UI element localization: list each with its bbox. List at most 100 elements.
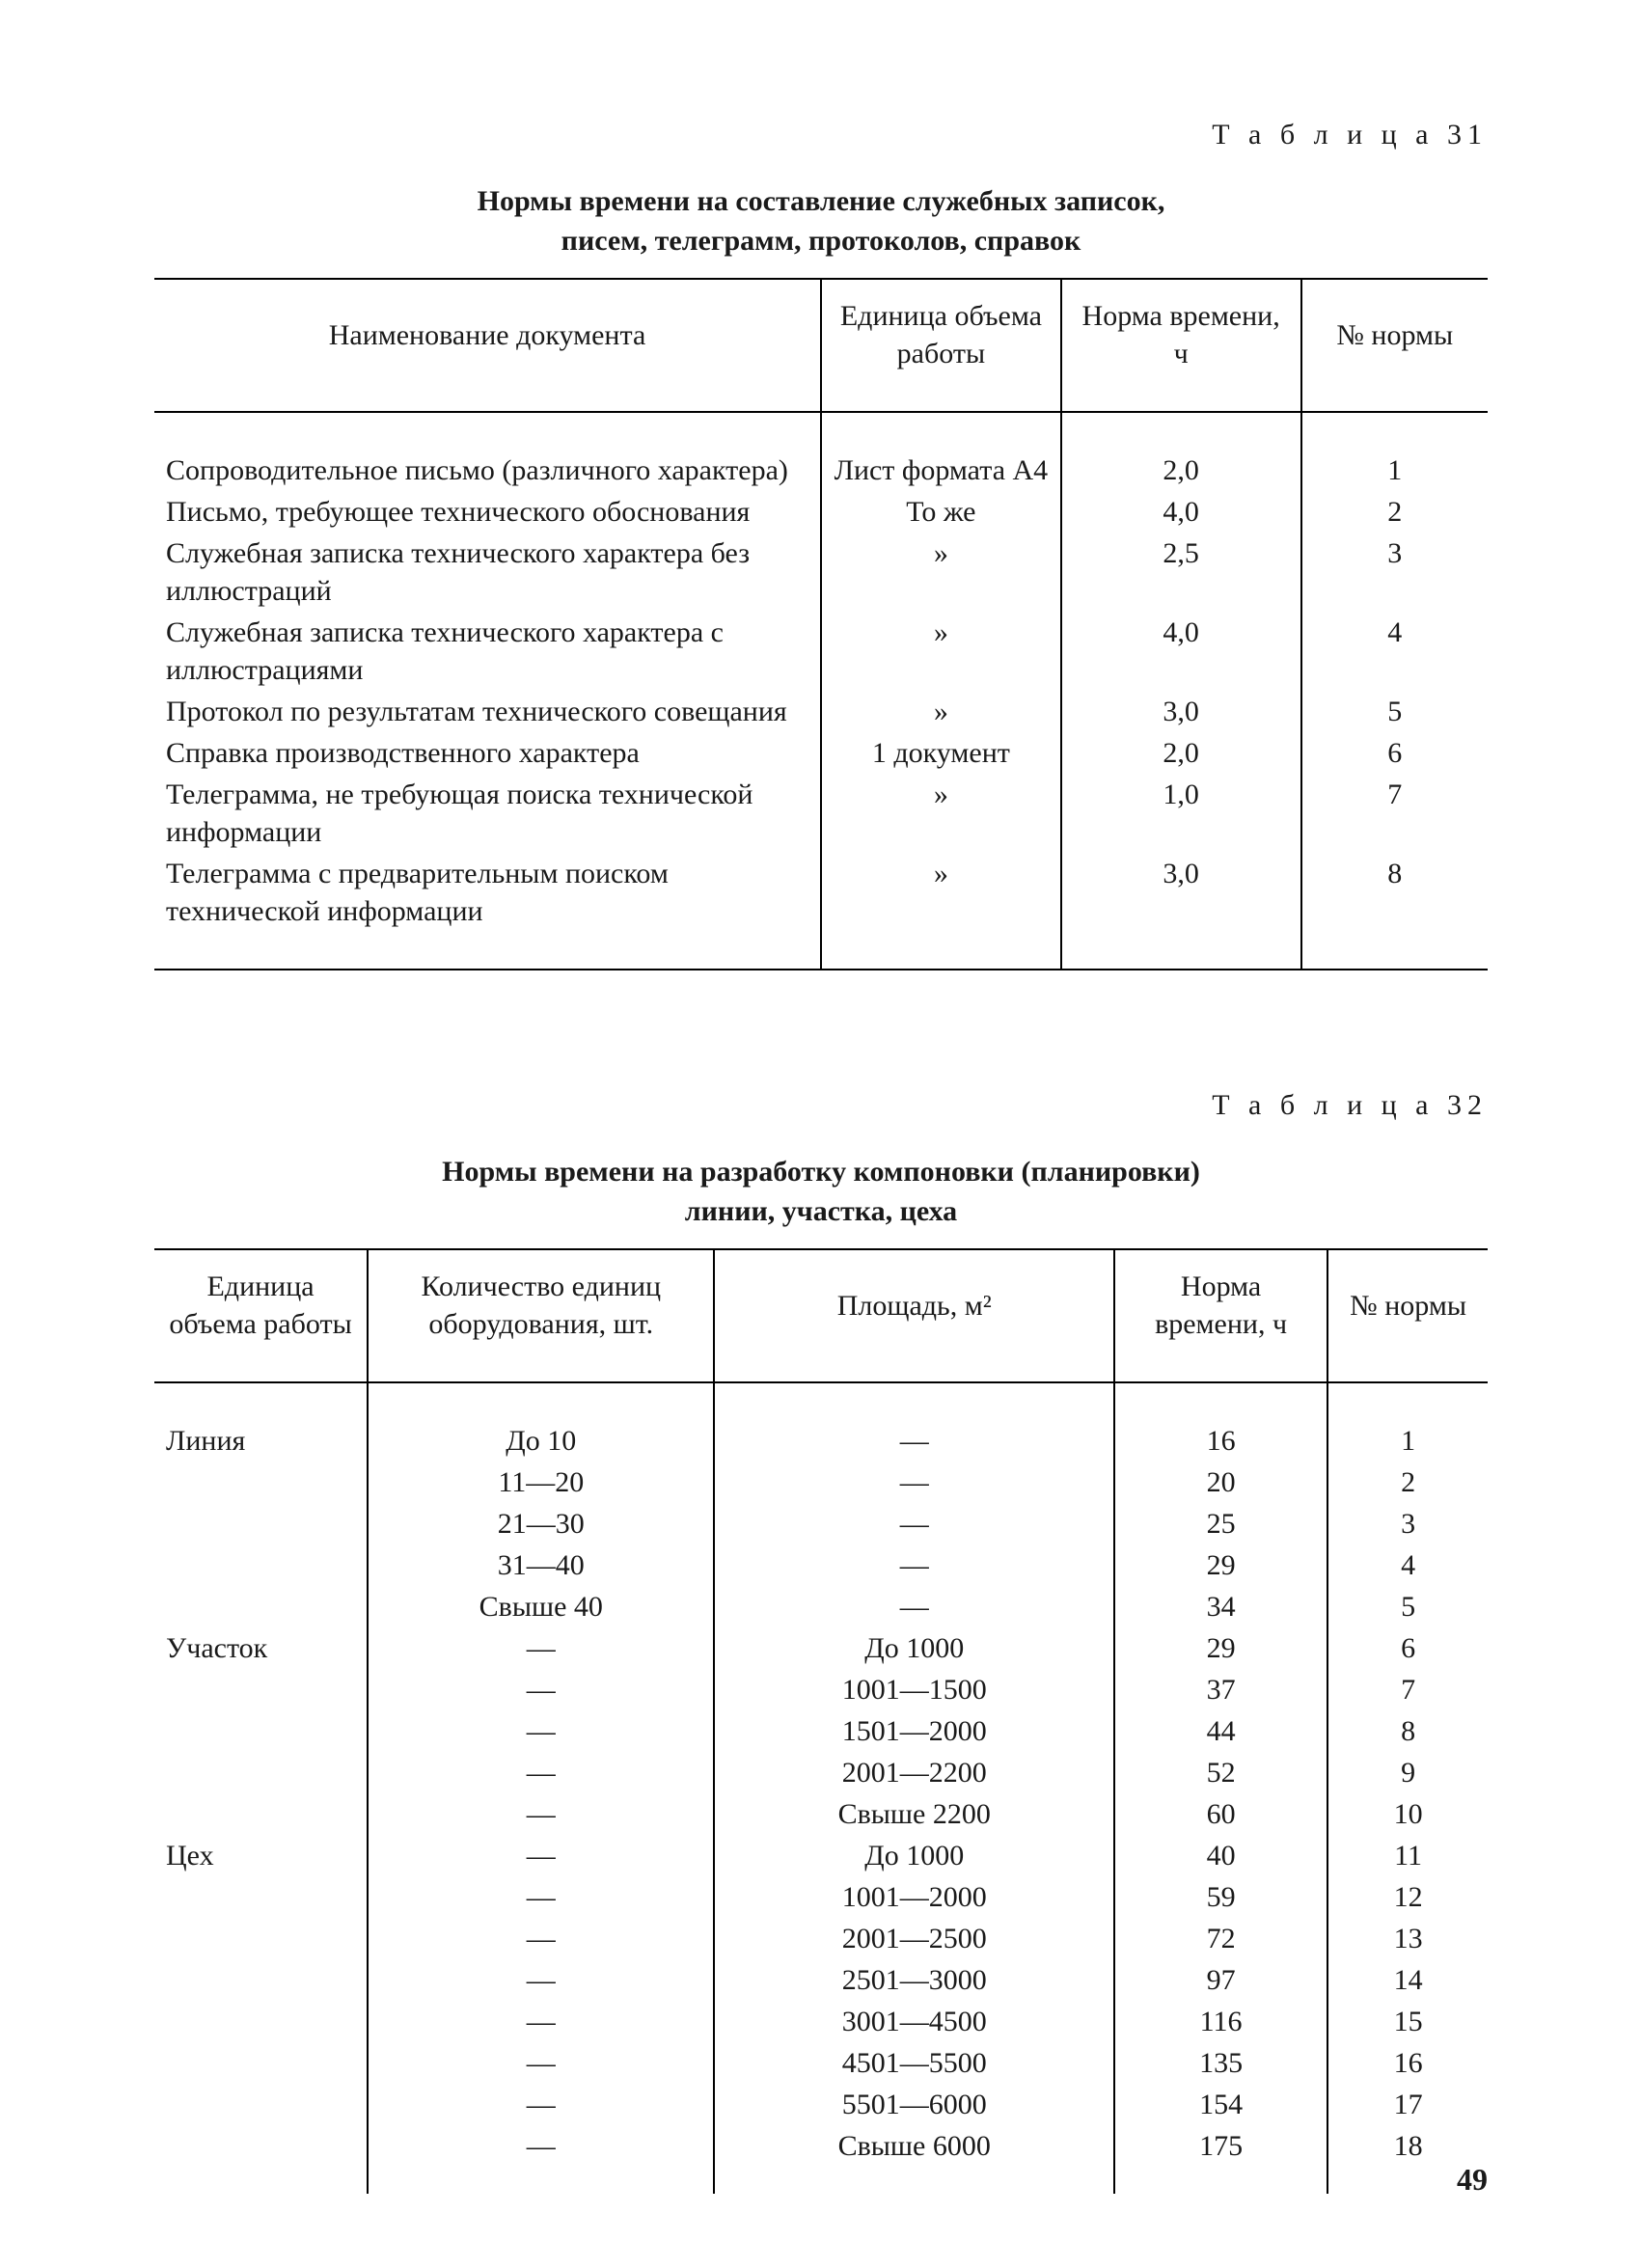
cell-area: 3001—4500 xyxy=(714,2001,1114,2042)
table-row: Письмо, требующее технического обоснован… xyxy=(154,491,1488,533)
table-32-body: Линия До 10 — 16 1 11—20 — 20 2 21—30 — … xyxy=(154,1382,1488,2194)
cell-area: — xyxy=(714,1382,1114,1462)
cell-unit xyxy=(154,1544,368,1586)
document-page: Т а б л и ц а 31 Нормы времени на состав… xyxy=(0,0,1642,2268)
cell-norm: 116 xyxy=(1114,2001,1327,2042)
table-row: 31—40 — 29 4 xyxy=(154,1544,1488,1586)
cell-num: 7 xyxy=(1327,1669,1488,1710)
cell-norm: 29 xyxy=(1114,1544,1327,1586)
table-row: — 1501—2000 44 8 xyxy=(154,1710,1488,1752)
table-row: Свыше 40 — 34 5 xyxy=(154,1586,1488,1627)
cell-area: Свыше 6000 xyxy=(714,2125,1114,2194)
table-31-header-unit: Единица объема работы xyxy=(821,279,1061,412)
table-row: 11—20 — 20 2 xyxy=(154,1462,1488,1503)
table-32-header-norm: Норма времени, ч xyxy=(1114,1249,1327,1382)
cell-qty: — xyxy=(368,1793,714,1835)
cell-norm: 2,0 xyxy=(1061,732,1301,774)
cell-num: 4 xyxy=(1327,1544,1488,1586)
cell-norm: 175 xyxy=(1114,2125,1327,2194)
cell-norm: 60 xyxy=(1114,1793,1327,1835)
cell-docname: Справка производственного характера xyxy=(154,732,821,774)
cell-area: Свыше 2200 xyxy=(714,1793,1114,1835)
cell-area: До 1000 xyxy=(714,1835,1114,1876)
cell-unit: » xyxy=(821,612,1061,691)
cell-qty: — xyxy=(368,2042,714,2084)
cell-unit xyxy=(154,1793,368,1835)
cell-area: До 1000 xyxy=(714,1627,1114,1669)
cell-norm: 4,0 xyxy=(1061,612,1301,691)
table-32-label: Т а б л и ц а 32 xyxy=(154,1086,1488,1124)
cell-norm: 154 xyxy=(1114,2084,1327,2125)
table-32: Единица объема работы Количество единиц … xyxy=(154,1248,1488,2194)
cell-unit xyxy=(154,1503,368,1544)
cell-qty: — xyxy=(368,1959,714,2001)
table-32-header-num: № нормы xyxy=(1327,1249,1488,1382)
cell-area: — xyxy=(714,1586,1114,1627)
cell-norm: 2,5 xyxy=(1061,533,1301,612)
cell-qty: — xyxy=(368,2001,714,2042)
table-31: Наименование документа Единица объема ра… xyxy=(154,278,1488,970)
table-row: Справка производственного характера 1 до… xyxy=(154,732,1488,774)
cell-num: 11 xyxy=(1327,1835,1488,1876)
cell-num: 1 xyxy=(1327,1382,1488,1462)
cell-area: — xyxy=(714,1544,1114,1586)
table-31-title-line2: писем, телеграмм, протоколов, справок xyxy=(561,225,1081,257)
cell-unit: » xyxy=(821,533,1061,612)
cell-area: 5501—6000 xyxy=(714,2084,1114,2125)
cell-qty: — xyxy=(368,1876,714,1918)
page-number: 49 xyxy=(1457,2160,1488,2200)
cell-area: 1001—1500 xyxy=(714,1669,1114,1710)
cell-norm: 97 xyxy=(1114,1959,1327,2001)
cell-unit: Цех xyxy=(154,1835,368,1876)
table-31-header-num: № нормы xyxy=(1301,279,1488,412)
cell-unit: » xyxy=(821,853,1061,970)
cell-num: 6 xyxy=(1327,1627,1488,1669)
cell-num: 14 xyxy=(1327,1959,1488,2001)
cell-unit: То же xyxy=(821,491,1061,533)
cell-num: 1 xyxy=(1301,412,1488,491)
cell-qty: — xyxy=(368,1710,714,1752)
table-row: 21—30 — 25 3 xyxy=(154,1503,1488,1544)
cell-docname: Телеграмма с предварительным поиском тех… xyxy=(154,853,821,970)
cell-unit xyxy=(154,1752,368,1793)
table-31-body: Сопроводительное письмо (различного хара… xyxy=(154,412,1488,970)
cell-num: 7 xyxy=(1301,774,1488,853)
cell-num: 3 xyxy=(1327,1503,1488,1544)
cell-unit: » xyxy=(821,774,1061,853)
cell-norm: 16 xyxy=(1114,1382,1327,1462)
cell-num: 2 xyxy=(1327,1462,1488,1503)
table-row: — 5501—6000 154 17 xyxy=(154,2084,1488,2125)
cell-unit: 1 документ xyxy=(821,732,1061,774)
cell-num: 15 xyxy=(1327,2001,1488,2042)
cell-unit xyxy=(154,2001,368,2042)
cell-area: — xyxy=(714,1462,1114,1503)
cell-area: 4501—5500 xyxy=(714,2042,1114,2084)
cell-norm: 72 xyxy=(1114,1918,1327,1959)
table-31-title-line1: Нормы времени на составление служебных з… xyxy=(478,185,1165,217)
table-31-header-row: Наименование документа Единица объема ра… xyxy=(154,279,1488,412)
cell-qty: — xyxy=(368,1918,714,1959)
cell-norm: 52 xyxy=(1114,1752,1327,1793)
table-32-header-row: Единица объема работы Количество единиц … xyxy=(154,1249,1488,1382)
table-row: Служебная записка технического характера… xyxy=(154,533,1488,612)
cell-num: 8 xyxy=(1301,853,1488,970)
cell-docname: Сопроводительное письмо (различного хара… xyxy=(154,412,821,491)
cell-unit xyxy=(154,1710,368,1752)
cell-num: 3 xyxy=(1301,533,1488,612)
cell-area: 2501—3000 xyxy=(714,1959,1114,2001)
cell-qty: Свыше 40 xyxy=(368,1586,714,1627)
cell-norm: 2,0 xyxy=(1061,412,1301,491)
cell-unit xyxy=(154,2042,368,2084)
cell-norm: 3,0 xyxy=(1061,853,1301,970)
table-row: — 1001—2000 59 12 xyxy=(154,1876,1488,1918)
table-row: Протокол по результатам технического сов… xyxy=(154,691,1488,732)
cell-num: 10 xyxy=(1327,1793,1488,1835)
cell-norm: 20 xyxy=(1114,1462,1327,1503)
table-31-header-norm: Норма времени, ч xyxy=(1061,279,1301,412)
cell-num: 5 xyxy=(1301,691,1488,732)
table-row: Участок — До 1000 29 6 xyxy=(154,1627,1488,1669)
cell-num: 16 xyxy=(1327,2042,1488,2084)
table-32-title-line2: линии, участка, цеха xyxy=(685,1195,957,1227)
table-row: Служебная записка технического характера… xyxy=(154,612,1488,691)
cell-norm: 3,0 xyxy=(1061,691,1301,732)
